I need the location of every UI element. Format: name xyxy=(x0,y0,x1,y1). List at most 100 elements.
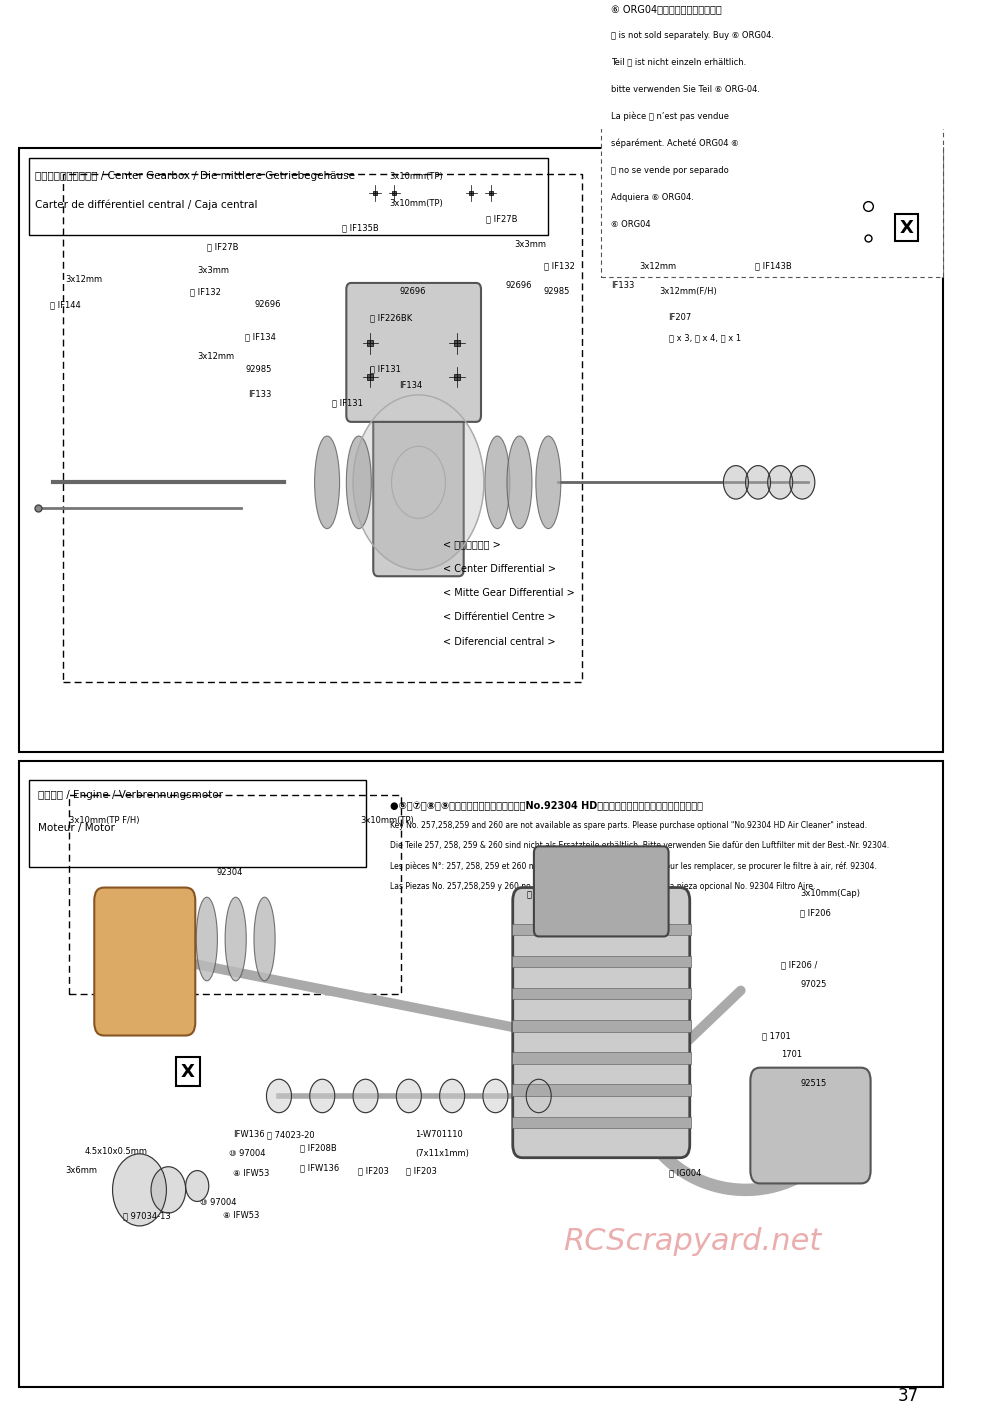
Text: ⑫ 97034-13: ⑫ 97034-13 xyxy=(123,1211,171,1220)
Bar xyxy=(512,1116,691,1128)
Bar xyxy=(601,0,943,276)
Circle shape xyxy=(483,1080,508,1112)
Text: ㉒ IF131: ㉒ IF131 xyxy=(370,365,401,374)
Text: IF133: IF133 xyxy=(248,391,272,399)
Ellipse shape xyxy=(507,436,532,529)
Bar xyxy=(63,174,582,682)
Text: 92696: 92696 xyxy=(505,282,532,290)
Text: ㊯ IG004: ㊯ IG004 xyxy=(669,1169,701,1177)
Text: 3x12mm: 3x12mm xyxy=(640,262,677,270)
Text: ㊶ IF143B: ㊶ IF143B xyxy=(755,262,792,270)
Text: センターギヤボックス / Center Gearbox / Die mittlere Getriebegehäuse: センターギヤボックス / Center Gearbox / Die mittle… xyxy=(35,171,355,181)
Circle shape xyxy=(396,1080,421,1112)
Text: 37: 37 xyxy=(898,1387,919,1405)
Text: ⑩ 97004: ⑩ 97004 xyxy=(229,1149,265,1159)
FancyBboxPatch shape xyxy=(534,846,669,937)
Text: ㊷ IF144: ㊷ IF144 xyxy=(50,300,81,310)
Text: Die Teile 257, 258, 259 & 260 sind nicht als Ersatzteile erhältlich. Bitte verwe: Die Teile 257, 258, 259 & 260 sind nicht… xyxy=(390,842,889,850)
Text: IF207: IF207 xyxy=(669,313,692,323)
Text: < Mitte Gear Differential >: < Mitte Gear Differential > xyxy=(443,589,574,599)
Bar xyxy=(512,1084,691,1097)
Text: ㉘ 74023-20: ㉘ 74023-20 xyxy=(267,1131,315,1139)
Text: 92304: 92304 xyxy=(216,867,243,877)
Circle shape xyxy=(353,395,484,570)
Text: 3x12mm: 3x12mm xyxy=(197,352,234,361)
Ellipse shape xyxy=(485,436,510,529)
Text: ㉗ IF132: ㉗ IF132 xyxy=(544,262,574,270)
Text: 92696: 92696 xyxy=(255,300,281,310)
Text: ㉑ IF27B: ㉑ IF27B xyxy=(207,242,238,252)
Text: エンジン / Engine / Verbrennungsmotor: エンジン / Engine / Verbrennungsmotor xyxy=(38,790,223,799)
Ellipse shape xyxy=(196,897,217,981)
Text: ⑥ ORG04をお買い求めください。: ⑥ ORG04をお買い求めください。 xyxy=(611,4,722,14)
Text: 3x6mm: 3x6mm xyxy=(65,1166,97,1174)
Text: < センターデフ >: < センターデフ > xyxy=(443,539,500,549)
Bar xyxy=(19,761,943,1387)
Text: ㉓ 1701: ㉓ 1701 xyxy=(762,1032,791,1040)
Text: 92696: 92696 xyxy=(399,287,426,297)
Text: ㉑ IF203: ㉑ IF203 xyxy=(406,1166,437,1174)
Circle shape xyxy=(186,1170,209,1201)
Text: ⑧ IFW53: ⑧ IFW53 xyxy=(233,1169,269,1177)
Text: 92985: 92985 xyxy=(544,287,570,297)
Text: < Diferencial central >: < Diferencial central > xyxy=(443,637,555,647)
Text: IF134: IF134 xyxy=(399,382,422,391)
Bar xyxy=(19,147,943,753)
Text: Carter de différentiel central / Caja central: Carter de différentiel central / Caja ce… xyxy=(35,200,257,209)
Circle shape xyxy=(266,1080,291,1112)
Bar xyxy=(512,1053,691,1064)
Text: 92985: 92985 xyxy=(245,365,272,374)
Text: séparément. Acheté ORG04 ⑥: séparément. Acheté ORG04 ⑥ xyxy=(611,139,738,149)
Text: 97025: 97025 xyxy=(800,979,827,989)
Text: 3x10mm(TP F/H): 3x10mm(TP F/H) xyxy=(69,816,140,825)
Circle shape xyxy=(353,1080,378,1112)
Text: 3x12mm(F/H): 3x12mm(F/H) xyxy=(659,287,717,297)
Text: Teil ⓯ ist nicht einzeln erhältlich.: Teil ⓯ ist nicht einzeln erhältlich. xyxy=(611,58,746,67)
Text: ⑥ ORG04: ⑥ ORG04 xyxy=(611,219,650,229)
Text: La pièce ⓯ n’est pas vendue: La pièce ⓯ n’est pas vendue xyxy=(611,112,729,122)
Text: 3x10mm(TP): 3x10mm(TP) xyxy=(390,171,443,181)
Bar xyxy=(512,955,691,968)
Text: ⓯ no se vende por separado: ⓯ no se vende por separado xyxy=(611,166,729,175)
Text: (7x11x1mm): (7x11x1mm) xyxy=(416,1149,469,1159)
Text: IF133: IF133 xyxy=(611,282,634,290)
Text: Key No. 257,258,259 and 260 are not available as spare parts. Please purchase op: Key No. 257,258,259 and 260 are not avai… xyxy=(390,821,867,829)
Ellipse shape xyxy=(254,897,275,981)
Text: 3x10mm(TP): 3x10mm(TP) xyxy=(390,198,443,208)
Text: 92515: 92515 xyxy=(800,1078,827,1088)
Text: X: X xyxy=(899,219,913,236)
Text: 4.5x10x0.5mm: 4.5x10x0.5mm xyxy=(85,1146,148,1156)
Circle shape xyxy=(440,1080,465,1112)
FancyBboxPatch shape xyxy=(750,1068,871,1183)
Bar xyxy=(29,158,548,235)
Text: ㉙ IF134: ㉙ IF134 xyxy=(245,333,276,341)
Text: ㉔ IF206 /: ㉔ IF206 / xyxy=(781,961,818,969)
Text: bitte verwenden Sie Teil ⑥ ORG-04.: bitte verwenden Sie Teil ⑥ ORG-04. xyxy=(611,85,760,93)
Bar xyxy=(29,780,366,867)
Bar xyxy=(512,924,691,935)
Text: 3x3mm: 3x3mm xyxy=(515,241,547,249)
Ellipse shape xyxy=(346,436,371,529)
Text: IFW136: IFW136 xyxy=(233,1131,264,1139)
Text: ⑩ 97004: ⑩ 97004 xyxy=(200,1199,237,1207)
Text: Adquiera ⑥ ORG04.: Adquiera ⑥ ORG04. xyxy=(611,192,694,202)
Circle shape xyxy=(310,1080,335,1112)
Text: 1701: 1701 xyxy=(781,1050,802,1060)
Ellipse shape xyxy=(225,897,246,981)
Ellipse shape xyxy=(315,436,340,529)
Text: 3x12mm: 3x12mm xyxy=(65,275,103,283)
Circle shape xyxy=(746,466,771,499)
Text: ⑰ IF208B: ⑰ IF208B xyxy=(300,1143,337,1152)
Text: ●⑥、⑦、⑧、⑨はパーツ販売していません。No.92304 HDエアークリーナーを使用してください。: ●⑥、⑦、⑧、⑨はパーツ販売していません。No.92304 HDエアークリーナー… xyxy=(390,799,703,809)
Circle shape xyxy=(723,466,748,499)
Text: Las Piezas No. 257,258,259 y 260 no se venden por separado. Adquiera la pieza op: Las Piezas No. 257,258,259 y 260 no se v… xyxy=(390,883,815,891)
FancyBboxPatch shape xyxy=(373,389,464,576)
Text: < Différentiel Centre >: < Différentiel Centre > xyxy=(443,613,555,623)
Circle shape xyxy=(526,1080,551,1112)
FancyBboxPatch shape xyxy=(94,887,195,1036)
Text: 3x10mm(Cap): 3x10mm(Cap) xyxy=(800,890,860,899)
Text: ㉘ IF132: ㉘ IF132 xyxy=(190,287,220,297)
Text: < Center Differential >: < Center Differential > xyxy=(443,563,556,573)
Text: Moteur / Motor: Moteur / Motor xyxy=(38,824,115,833)
Text: Les pièces N°: 257, 258, 259 et 260 ne sont pas vendues séparément. Pour les rem: Les pièces N°: 257, 258, 259 et 260 ne s… xyxy=(390,862,876,872)
